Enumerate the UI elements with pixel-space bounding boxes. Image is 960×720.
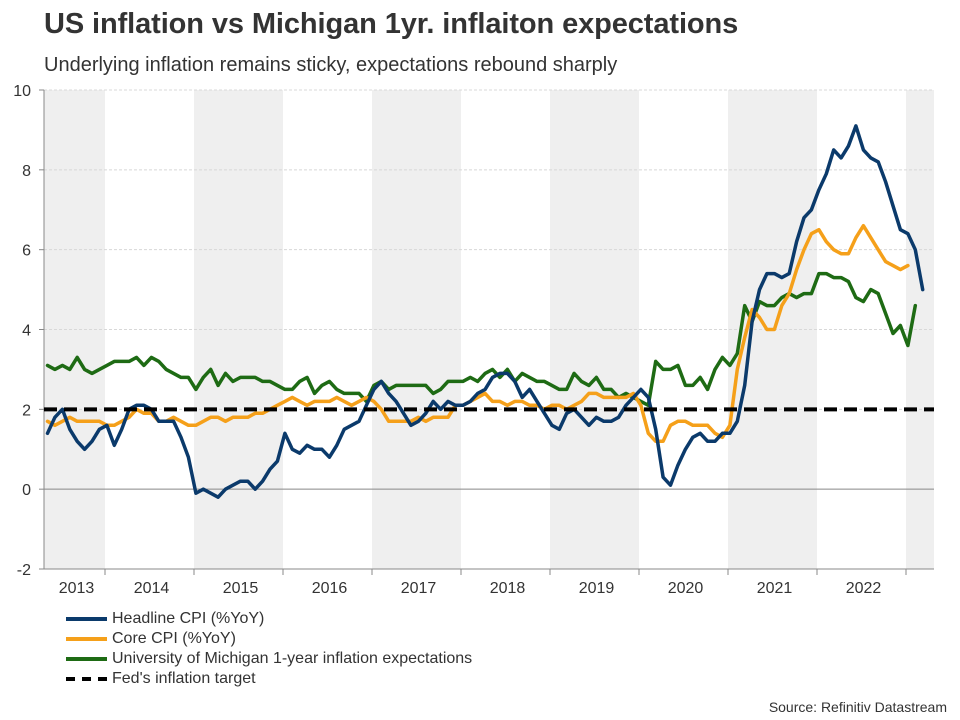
series-lines xyxy=(44,124,934,499)
y-tick-label: 4 xyxy=(22,323,31,340)
y-tick-label: 8 xyxy=(22,163,31,180)
legend-label: University of Michigan 1-year inflation … xyxy=(112,650,473,667)
legend-swatch-headline-cpi xyxy=(66,609,107,629)
source-note: Source: Refinitiv Datastream xyxy=(768,699,947,715)
x-tick-label: 2022 xyxy=(846,580,882,597)
legend-label: Core CPI (%YoY) xyxy=(112,630,236,647)
y-tick-label: 6 xyxy=(22,243,31,260)
legend-swatch-fed-target xyxy=(66,669,107,689)
series-line-headline-cpi-yoy xyxy=(45,124,925,499)
x-tick-label: 2015 xyxy=(223,580,259,597)
chart-subtitle: Underlying inflation remains sticky, exp… xyxy=(44,54,618,76)
x-tick-label: 2013 xyxy=(59,580,95,597)
y-tick-label: 2 xyxy=(22,402,31,419)
series-line-university-of-michigan-1-year-inflation-expectations xyxy=(45,271,918,408)
x-tick-label: 2019 xyxy=(579,580,615,597)
legend-item-michigan-expectations: University of Michigan 1-year inflation … xyxy=(66,649,472,669)
x-tick-label: 2014 xyxy=(134,580,170,597)
legend-label: Headline CPI (%YoY) xyxy=(112,610,265,627)
legend-label: Fed's inflation target xyxy=(112,670,256,687)
x-axis-tick-labels: 2013 2014 2015 2016 2017 2018 2019 2020 2021 2022 xyxy=(59,580,882,597)
y-tick-label: 10 xyxy=(13,83,31,100)
chart-title: US inflation vs Michigan 1yr. inflaiton … xyxy=(44,8,739,40)
x-tick-label: 2017 xyxy=(401,580,437,597)
x-tick-label: 2016 xyxy=(312,580,348,597)
series-line-core-cpi-yoy xyxy=(45,223,910,444)
x-tick-label: 2018 xyxy=(490,580,526,597)
legend-swatch-michigan-expectations xyxy=(66,649,107,669)
y-tick-label: -2 xyxy=(17,562,31,579)
legend-swatch-core-cpi xyxy=(66,629,107,649)
x-tick-label: 2021 xyxy=(757,580,793,597)
legend: Headline CPI (%YoY) Core CPI (%YoY) Univ… xyxy=(66,609,472,689)
y-axis-tick-labels: -2 0 2 4 6 8 10 xyxy=(13,83,31,579)
legend-item-headline-cpi: Headline CPI (%YoY) xyxy=(66,609,472,629)
x-tick-label: 2020 xyxy=(668,580,704,597)
legend-item-core-cpi: Core CPI (%YoY) xyxy=(66,629,472,649)
axes xyxy=(39,89,934,575)
legend-item-fed-target: Fed's inflation target xyxy=(66,669,472,689)
y-tick-label: 0 xyxy=(22,482,31,499)
